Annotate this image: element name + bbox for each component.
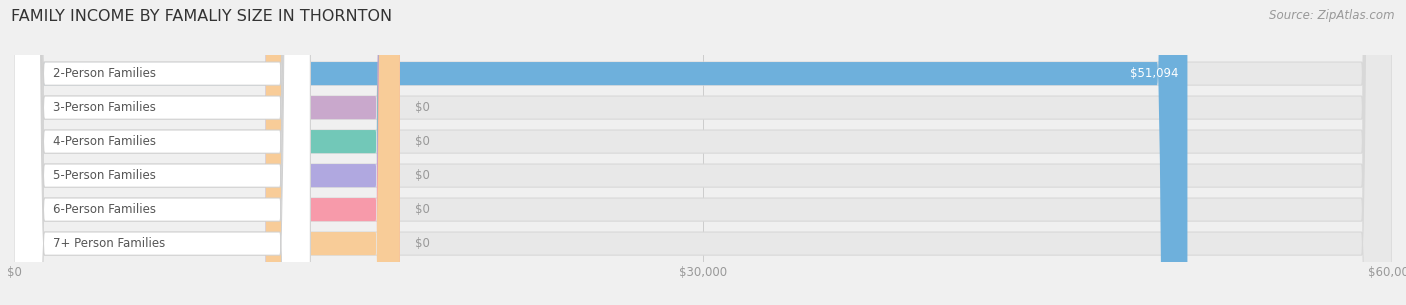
Text: Source: ZipAtlas.com: Source: ZipAtlas.com <box>1270 9 1395 22</box>
Text: $0: $0 <box>415 101 430 114</box>
Text: 2-Person Families: 2-Person Families <box>52 67 156 80</box>
FancyBboxPatch shape <box>14 0 1392 305</box>
Text: 7+ Person Families: 7+ Person Families <box>52 237 165 250</box>
Text: 4-Person Families: 4-Person Families <box>52 135 156 148</box>
FancyBboxPatch shape <box>14 0 311 305</box>
FancyBboxPatch shape <box>14 0 311 305</box>
Text: $51,094: $51,094 <box>1130 67 1178 80</box>
FancyBboxPatch shape <box>14 0 311 305</box>
FancyBboxPatch shape <box>266 0 399 305</box>
FancyBboxPatch shape <box>14 0 1392 305</box>
FancyBboxPatch shape <box>14 0 1392 305</box>
FancyBboxPatch shape <box>14 0 1392 305</box>
FancyBboxPatch shape <box>14 0 1392 305</box>
FancyBboxPatch shape <box>266 0 399 305</box>
FancyBboxPatch shape <box>14 0 1188 305</box>
FancyBboxPatch shape <box>266 0 399 305</box>
FancyBboxPatch shape <box>266 0 399 305</box>
Text: $0: $0 <box>415 135 430 148</box>
Text: $0: $0 <box>415 237 430 250</box>
FancyBboxPatch shape <box>14 0 311 305</box>
Text: $0: $0 <box>415 169 430 182</box>
Text: FAMILY INCOME BY FAMALIY SIZE IN THORNTON: FAMILY INCOME BY FAMALIY SIZE IN THORNTO… <box>11 9 392 24</box>
FancyBboxPatch shape <box>14 0 311 305</box>
Text: $0: $0 <box>415 203 430 216</box>
Text: 3-Person Families: 3-Person Families <box>52 101 156 114</box>
FancyBboxPatch shape <box>266 0 399 305</box>
FancyBboxPatch shape <box>14 0 311 305</box>
Text: 6-Person Families: 6-Person Families <box>52 203 156 216</box>
FancyBboxPatch shape <box>14 0 1392 305</box>
Text: 5-Person Families: 5-Person Families <box>52 169 156 182</box>
